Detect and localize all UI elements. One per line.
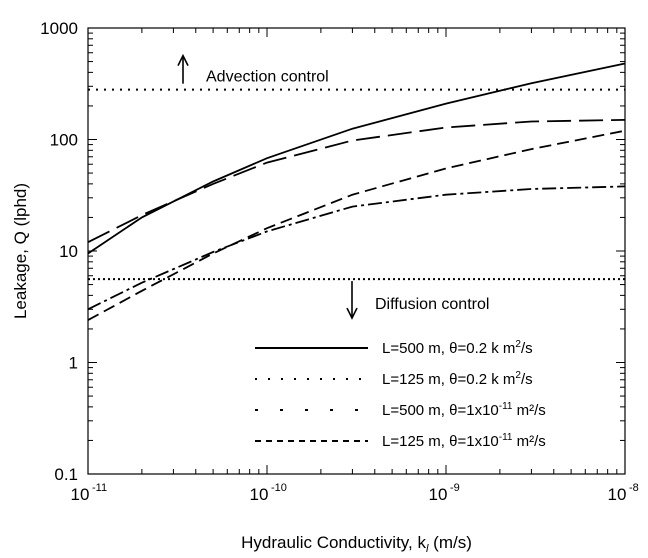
- x-tick-label: 10 -11: [71, 482, 108, 504]
- x-tick-label: 10 -10: [250, 482, 287, 504]
- legend-label-tail: /s: [521, 371, 533, 388]
- x-axis-title-main: Hydraulic Conductivity, k: [241, 533, 426, 552]
- legend-label-main: L=500 m, θ=1x10: [382, 402, 499, 419]
- x-tick-exponent: -9: [450, 482, 460, 494]
- legend-label-sup: -11: [499, 432, 513, 443]
- x-tick-base: 10: [429, 485, 448, 504]
- legend: L=500 m, θ=0.2 k m2/sL=125 m, θ=0.2 k m2…: [255, 339, 546, 450]
- x-tick-exponent: -11: [92, 482, 107, 494]
- legend-label-sup: 2: [515, 370, 521, 381]
- y-tick-label: 10: [59, 242, 78, 261]
- legend-label-2: L=125 m, θ=0.2 k m2/s: [382, 370, 533, 388]
- diffusion-control-label: Diffusion control: [375, 296, 489, 313]
- legend-label-tail: /s: [521, 340, 533, 357]
- x-tick-label: 10 -8: [608, 482, 639, 504]
- legend-label-4: L=125 m, θ=1x10-11 m²/s: [382, 432, 546, 450]
- x-tick-label: 10 -9: [429, 482, 460, 504]
- x-tick-exponent: -8: [629, 482, 639, 494]
- legend-label-sup: 2: [515, 339, 521, 350]
- legend-label-main: L=125 m, θ=1x10: [382, 433, 499, 450]
- y-tick-label: 0.1: [54, 465, 78, 484]
- legend-label-1: L=500 m, θ=0.2 k m2/s: [382, 339, 533, 357]
- legend-label-tail: m²/s: [512, 433, 545, 450]
- x-axis-title-unit: (m/s): [428, 533, 471, 552]
- x-tick-base: 10: [250, 485, 269, 504]
- y-tick-label: 100: [50, 131, 78, 150]
- advection-arrowhead-icon: [177, 53, 189, 66]
- x-tick-base: 10: [71, 485, 90, 504]
- y-tick-label: 1000: [40, 19, 78, 38]
- legend-label-main: L=500 m, θ=0.2 k m: [382, 340, 515, 357]
- diffusion-arrowhead-icon: [346, 307, 358, 320]
- advection-control-label: Advection control: [206, 69, 329, 86]
- legend-label-main: L=125 m, θ=0.2 k m: [382, 371, 515, 388]
- legend-label-tail: m²/s: [512, 402, 545, 419]
- x-axis-title: Hydraulic Conductivity, kl (m/s): [241, 533, 472, 555]
- x-tick-base: 10: [608, 485, 627, 504]
- series-line-2: [87, 119, 626, 244]
- y-axis-title: Leakage, Q (lphd): [11, 183, 30, 319]
- series-group: [87, 62, 626, 321]
- reference-lines: Advection control Diffusion control: [88, 53, 625, 320]
- series-line-3: [87, 129, 626, 321]
- x-axis-title-sub: l: [426, 543, 429, 555]
- y-tick-label: 1: [69, 354, 78, 373]
- legend-label-3: L=500 m, θ=1x10-11 m²/s: [382, 401, 546, 419]
- legend-label-sup: -11: [499, 401, 513, 412]
- series-line-1: [87, 62, 626, 255]
- x-tick-exponent: -10: [271, 482, 287, 494]
